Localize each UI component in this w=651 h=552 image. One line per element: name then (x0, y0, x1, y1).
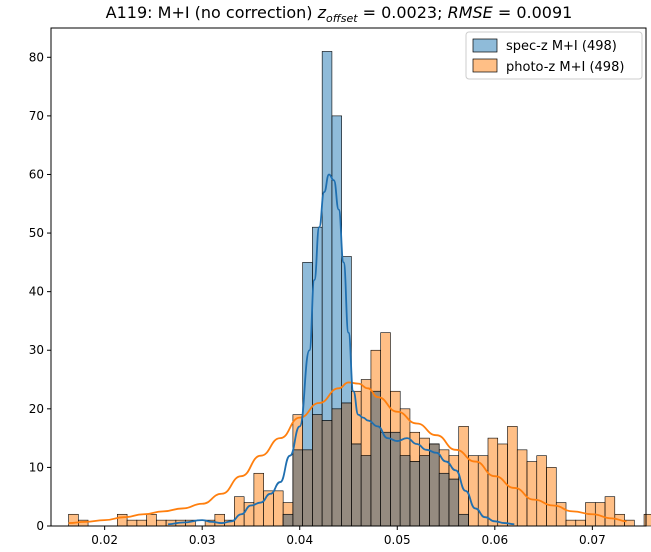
photo-z-bar (156, 519, 167, 527)
x-tick-label: 0.02 (91, 533, 118, 547)
spec-z-kde-line (168, 173, 515, 526)
photo-z-bar (526, 461, 538, 527)
y-tick-label: 20 (29, 402, 44, 416)
chart-title: A119: M+I (no correction) zoffset = 0.00… (106, 3, 573, 25)
legend-label-spec-z: spec-z M+I (498) (506, 39, 617, 54)
overlap-bar (360, 455, 372, 527)
overlap-bar (419, 455, 430, 527)
photo-z-bar (516, 449, 528, 527)
photo-z-bar (234, 496, 245, 527)
overlap-bar (409, 461, 421, 527)
overlap-bar (282, 513, 294, 527)
photo-z-bar (263, 490, 274, 527)
title-prefix: A119: M+I (no correction) (106, 3, 318, 22)
photo-z-bar (68, 513, 79, 527)
overlap-bar (370, 390, 381, 527)
photo-z-bar (546, 467, 557, 527)
x-tick-label: 0.03 (189, 533, 216, 547)
kde-curves (68, 173, 627, 526)
overlap-bar (458, 513, 469, 527)
title-rmse-value: = 0.0091 (493, 3, 573, 22)
overlap-bar (321, 420, 333, 527)
overlap-bar (399, 455, 411, 527)
overlap-bar (341, 402, 352, 527)
title-offset-subscript: offset (326, 12, 358, 25)
y-tick-label: 30 (29, 343, 44, 357)
overlap-bar (302, 449, 313, 527)
photo-z-bar (136, 519, 147, 527)
overlap-bar (331, 408, 342, 527)
overlap-bar (429, 443, 440, 527)
legend-swatch-spec-z (472, 38, 498, 53)
photo-z-bar (468, 455, 479, 527)
x-axis-ticks: 0.02 0.03 0.04 0.05 0.06 0.07 (91, 526, 606, 547)
x-tick-label: 0.04 (286, 533, 313, 547)
y-tick-label: 80 (29, 50, 44, 64)
photo-z-bar (273, 490, 284, 527)
photo-z-bar (253, 472, 264, 527)
title-z-symbol: z (317, 3, 327, 22)
photo-z-bar (497, 443, 508, 527)
overlap-bar (390, 431, 401, 527)
legend-label-photo-z: photo-z M+I (498) (506, 60, 624, 75)
title-z-value: = 0.0023; (358, 3, 448, 22)
photo-z-bar (146, 513, 157, 527)
y-tick-label: 10 (29, 460, 44, 474)
legend: spec-z M+I (498) photo-z M+I (498) (465, 31, 643, 80)
photo-z-bar (643, 513, 651, 527)
overlap-bar (448, 478, 460, 527)
overlap-bar (312, 414, 323, 527)
photo-z-bar (565, 519, 577, 527)
photo-z-bar (126, 519, 138, 527)
photo-z-bar (214, 513, 225, 527)
overlap-bar (351, 443, 362, 527)
x-tick-label: 0.06 (481, 533, 508, 547)
legend-frame (465, 31, 643, 80)
x-tick-label: 0.05 (384, 533, 411, 547)
photo-z-bar (117, 513, 128, 527)
photo-z-kde-line (68, 381, 627, 524)
overlap-bar (292, 449, 303, 527)
y-axis-ticks: 0 10 20 30 40 50 60 70 80 (29, 50, 51, 533)
photo-z-bar (604, 496, 616, 527)
photo-z-bar (575, 519, 586, 527)
y-tick-label: 50 (29, 226, 44, 240)
photo-z-bar (536, 455, 547, 527)
photo-z-bar (487, 437, 499, 527)
legend-swatch-photo-z (472, 58, 498, 73)
axes-frame (50, 27, 647, 527)
title-rmse-symbol: RMSE (448, 3, 494, 22)
y-tick-label: 60 (29, 167, 44, 181)
x-tick-label: 0.07 (579, 533, 606, 547)
overlap-bar (438, 472, 450, 527)
y-tick-label: 40 (29, 285, 44, 299)
axes (50, 27, 647, 527)
y-tick-label: 70 (29, 109, 44, 123)
y-tick-label: 0 (36, 519, 44, 533)
photo-z-bar (507, 426, 518, 527)
overlap-bar (380, 431, 391, 527)
